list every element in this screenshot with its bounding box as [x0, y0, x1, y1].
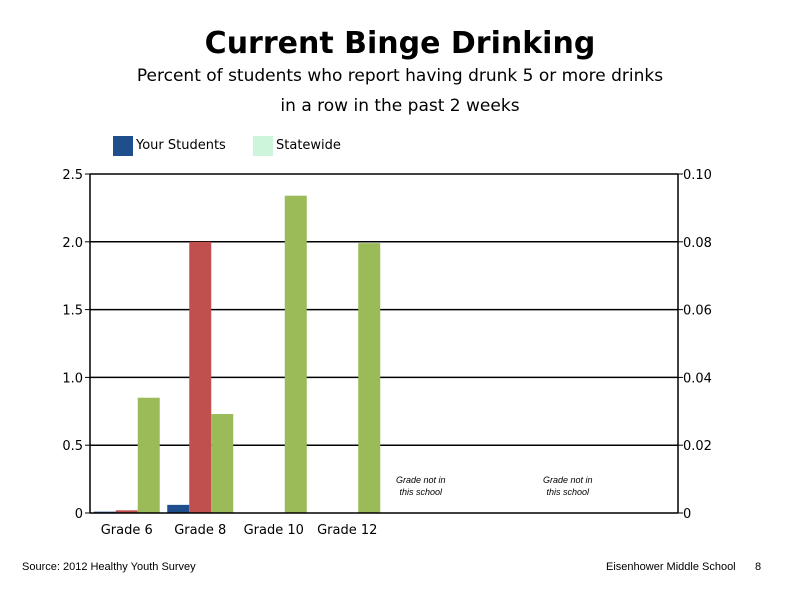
bar: [211, 414, 234, 513]
x-tick-label: Grade 8: [174, 523, 226, 538]
chart-subtitle-line-1: Percent of students who report having dr…: [136, 66, 664, 86]
chart-subtitle-line-2: in a row in the past 2 weeks: [280, 96, 520, 116]
y-tick-label: 1.5: [62, 304, 83, 319]
y2-tick-label: 0.06: [683, 304, 712, 319]
x-tick-label: Grade 12: [317, 523, 377, 538]
footer-school-name: Eisenhower Middle School: [606, 561, 736, 573]
y-tick-label: 0.5: [62, 439, 83, 454]
y-tick-label: 0: [75, 507, 83, 522]
bar: [167, 504, 190, 513]
y-tick-label: 1.0: [62, 371, 83, 386]
legend-label-statewide: Statewide: [276, 138, 341, 153]
bar: [189, 241, 212, 514]
y-tick-label: 2.0: [62, 236, 83, 251]
annotation-text: this school: [546, 487, 590, 497]
y2-tick-label: 0.04: [683, 371, 712, 386]
bar: [358, 243, 381, 513]
x-tick-label: Grade 6: [101, 523, 153, 538]
y2-tick-label: 0: [683, 507, 691, 522]
footer-source: Source: 2012 Healthy Youth Survey: [22, 561, 196, 573]
bar: [284, 195, 307, 514]
legend-swatch-statewide: [253, 136, 273, 156]
page-number: 8: [755, 561, 762, 573]
x-tick-label: Grade 10: [244, 523, 304, 538]
bar: [115, 510, 138, 513]
bar: [137, 397, 160, 513]
annotation-text: Grade not in: [396, 475, 446, 485]
y2-tick-label: 0.10: [683, 168, 712, 183]
annotation-text: Grade not in: [543, 475, 593, 485]
legend-swatch-your-students: [113, 136, 133, 156]
y2-tick-label: 0.02: [683, 439, 712, 454]
annotation-text: this school: [399, 487, 443, 497]
chart-title: Current Binge Drinking: [204, 26, 596, 61]
legend-label-your-students: Your Students: [136, 138, 226, 153]
y-tick-label: 2.5: [62, 168, 83, 183]
y2-tick-label: 0.08: [683, 236, 712, 251]
